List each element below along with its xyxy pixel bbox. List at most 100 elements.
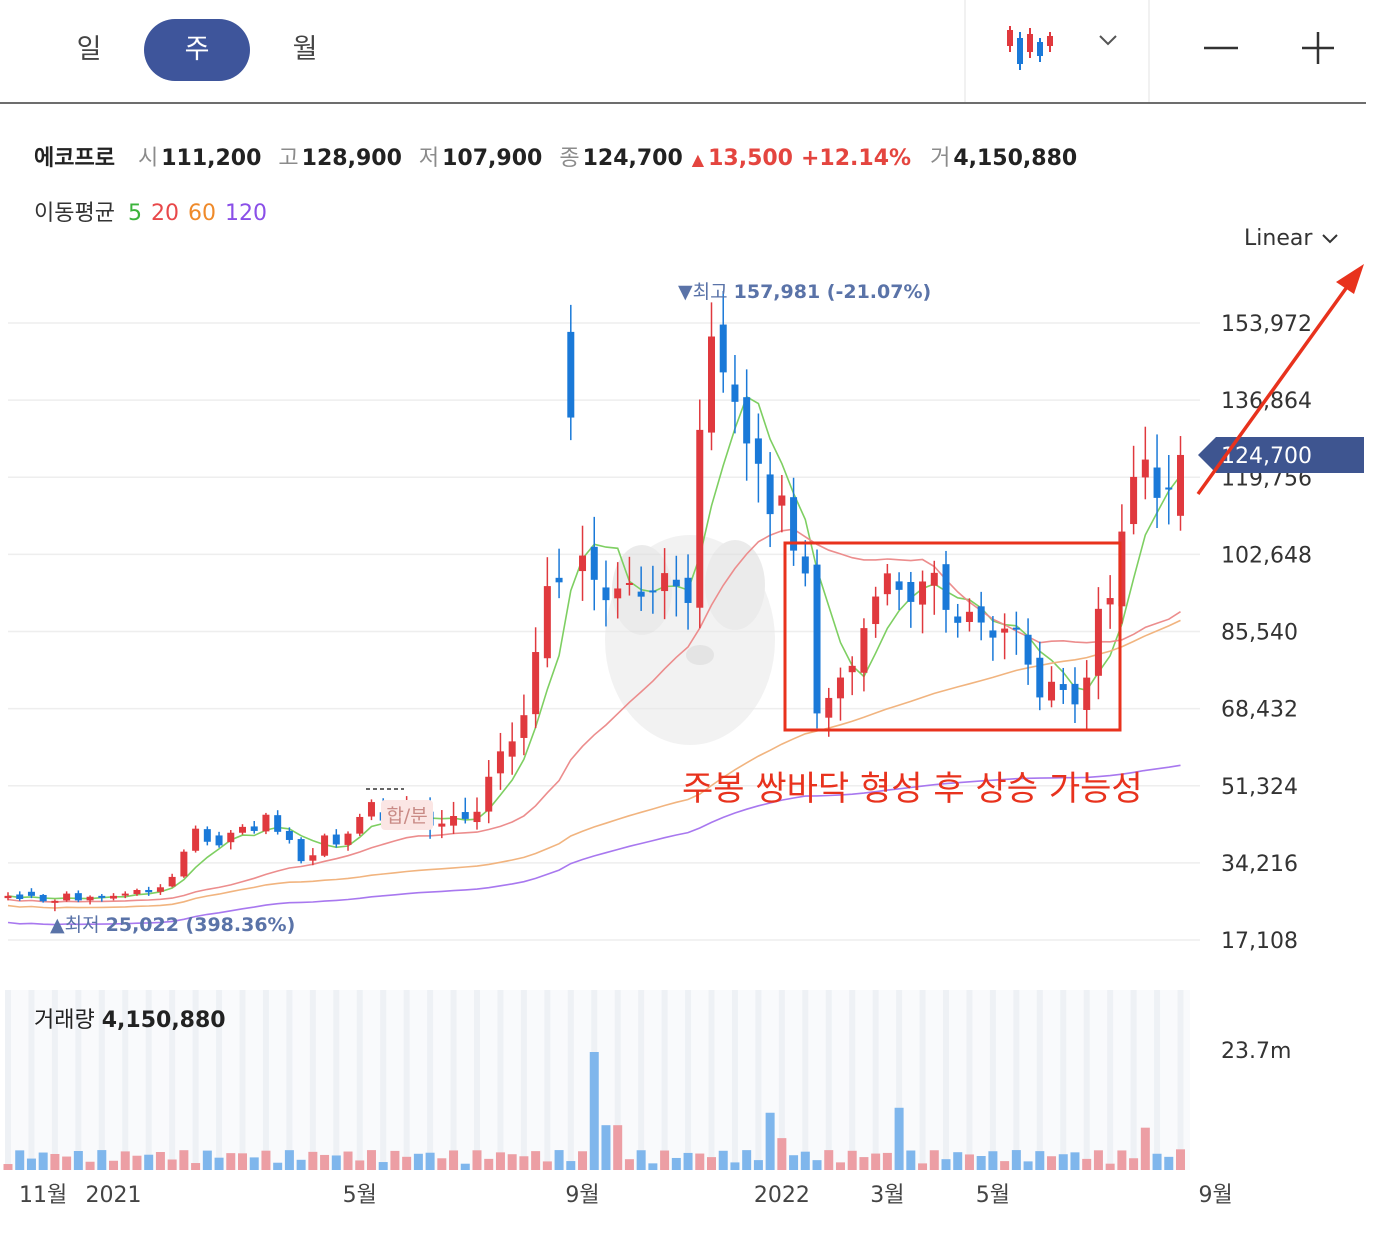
close-label: 종 (559, 146, 580, 171)
volume-stripe (614, 990, 621, 1170)
candle-body (625, 582, 633, 585)
change-arrow: ▲ (691, 150, 705, 169)
volume-bar (707, 1157, 716, 1170)
moving-average-legend: 이동평균 5 20 60 120 (34, 195, 273, 227)
volume-bar (601, 1125, 611, 1170)
volume-stripe (1013, 990, 1020, 1170)
chevron-down-icon (1322, 234, 1339, 244)
candle-body (215, 835, 223, 846)
toolbar-divider (1148, 0, 1150, 102)
volume-stripe (427, 990, 434, 1170)
tab-day[interactable]: 일 (76, 34, 102, 65)
x-tick-label: 5월 (976, 1183, 1010, 1208)
volume-bar (824, 1150, 834, 1170)
volume-bar (179, 1150, 189, 1170)
ma-20[interactable]: 20 (150, 201, 179, 226)
volume-bar (472, 1150, 482, 1170)
volume-bar (589, 1052, 599, 1170)
chevron-down-icon[interactable] (1096, 30, 1120, 54)
volume-stripe (989, 990, 996, 1170)
volume-stripe (262, 990, 269, 1170)
candle-body (309, 855, 317, 861)
x-tick-label: 2022 (754, 1183, 810, 1208)
candle-body (403, 810, 411, 818)
ma120-line (7, 764, 1181, 926)
low-label: 저 (418, 146, 440, 171)
x-tick-label: 2021 (86, 1183, 142, 1208)
volume-bar (519, 1156, 529, 1170)
volume-bar (1164, 1156, 1174, 1170)
scale-selector[interactable]: Linear (1244, 226, 1341, 251)
x-tick-label: 9월 (1199, 1183, 1233, 1208)
high-marker: ▼최고 157,981 (-21.07%) (678, 281, 931, 303)
split-marker-badge (381, 800, 433, 830)
volume-bar (50, 1153, 60, 1170)
candle-body (719, 324, 727, 373)
volume-panel-value: 4,150,880 (101, 1008, 226, 1033)
candle-body (1012, 627, 1020, 630)
y-tick-label: 136,864 (1221, 389, 1312, 414)
candle-body (133, 889, 141, 895)
x-tick-label: 11월 (19, 1183, 67, 1208)
candle-body (731, 384, 739, 402)
candle-body (801, 556, 809, 574)
volume-bar (132, 1155, 142, 1170)
volume-bar (882, 1152, 892, 1170)
volume-stripe (685, 990, 692, 1170)
candle-body (872, 596, 880, 625)
tab-month[interactable]: 월 (292, 34, 318, 65)
volume-stripe (474, 990, 480, 1170)
minus-icon[interactable] (1200, 30, 1242, 70)
candle-body (426, 811, 434, 826)
tab-week[interactable]: 주 (144, 19, 250, 81)
volume-bar (85, 1161, 95, 1170)
candle-body (672, 579, 680, 587)
volume-bar (261, 1150, 271, 1170)
volume-bar (449, 1150, 459, 1170)
volume-stripe (1154, 990, 1161, 1170)
volume-stripe (309, 990, 316, 1170)
candle-body (168, 876, 176, 887)
volume-bar (15, 1150, 25, 1170)
annotation-text: 주봉 쌍바닥 형성 후 상승 가능성 (682, 769, 1143, 809)
volume-stripe (849, 990, 856, 1170)
volume-stripe (1060, 990, 1067, 1170)
volume-bar (742, 1150, 752, 1170)
candlestick-icon[interactable] (1000, 22, 1060, 78)
candle-body (1001, 628, 1009, 633)
ma-120[interactable]: 120 (224, 201, 267, 226)
candle-body (1118, 531, 1126, 607)
split-marker-label: 합/분 (386, 805, 427, 827)
volume-bar (695, 1153, 705, 1170)
volume-stripe (497, 990, 504, 1170)
candle-body (180, 851, 188, 877)
volume-bar (1129, 1158, 1139, 1170)
candle-body (192, 828, 200, 851)
volume-bar (1140, 1127, 1150, 1170)
candle-body (1130, 476, 1138, 525)
volume-bar (976, 1156, 986, 1170)
volume-bar (542, 1161, 552, 1170)
candle-body (63, 893, 71, 901)
volume-bar (38, 1152, 48, 1170)
volume-bar (812, 1160, 822, 1170)
volume-bar (460, 1163, 470, 1170)
high-label: 고 (278, 146, 299, 171)
volume-stripe (943, 990, 949, 1170)
candle-body (121, 893, 129, 896)
candle-body (438, 823, 446, 827)
candle-body (1106, 598, 1114, 605)
volume-bar (859, 1157, 869, 1170)
ma-60[interactable]: 60 (187, 201, 216, 226)
candle-body (778, 495, 786, 506)
ma-5[interactable]: 5 (127, 201, 142, 226)
volume-stripe (755, 990, 762, 1170)
watermark-image (605, 535, 775, 745)
candle-body (274, 815, 282, 832)
moving-average-lines (7, 395, 1182, 926)
volume-bar (3, 1164, 13, 1170)
volume-stripe (567, 990, 574, 1170)
plus-icon[interactable] (1298, 28, 1338, 72)
candle-body (262, 814, 270, 832)
